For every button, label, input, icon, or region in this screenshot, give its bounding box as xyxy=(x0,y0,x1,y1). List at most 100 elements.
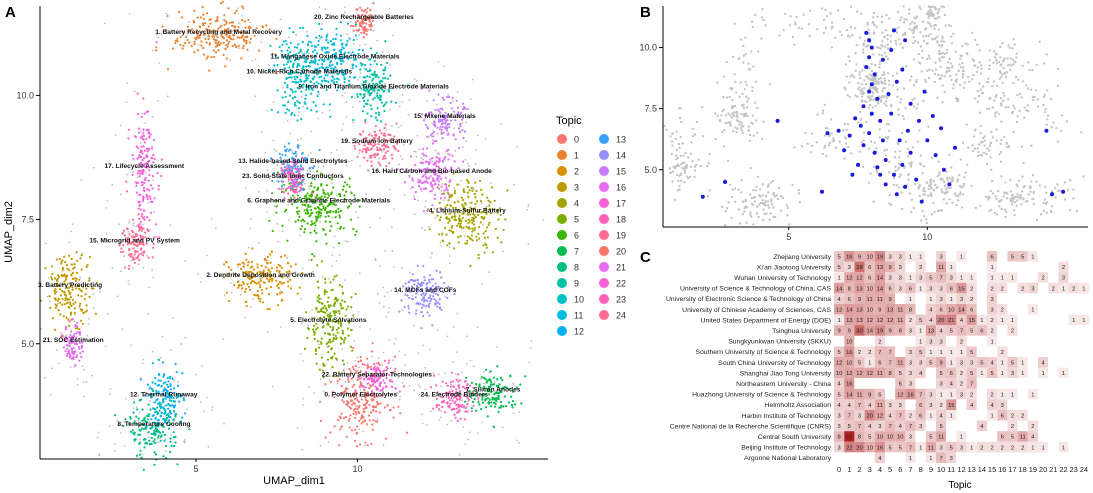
topic-point xyxy=(142,468,145,471)
topic-point xyxy=(332,186,335,189)
topic-point xyxy=(338,284,341,287)
background-point xyxy=(319,216,322,219)
topic-point xyxy=(362,36,366,39)
background-point xyxy=(758,188,762,191)
topic-point xyxy=(333,352,336,355)
topic-point xyxy=(66,267,69,270)
topic-point xyxy=(432,374,436,377)
background-point xyxy=(461,371,463,374)
topic-point xyxy=(493,199,496,202)
topic-point xyxy=(157,188,160,191)
topic-point xyxy=(281,43,284,47)
topic-point xyxy=(68,286,71,289)
topic-point xyxy=(354,371,358,374)
topic-point xyxy=(327,194,330,197)
topic-point xyxy=(354,397,357,400)
topic-point xyxy=(404,282,407,285)
topic-point xyxy=(83,298,86,301)
background-point xyxy=(302,105,304,108)
topic-point xyxy=(132,231,135,234)
topic-point xyxy=(54,298,58,301)
topic-point xyxy=(264,273,267,276)
topic-point xyxy=(354,34,357,37)
background-point xyxy=(97,431,100,434)
topic-point xyxy=(358,205,361,208)
background-point xyxy=(422,158,424,161)
topic-point xyxy=(384,40,387,43)
topic-point xyxy=(362,93,365,96)
topic-point xyxy=(382,157,385,160)
topic-point xyxy=(368,414,371,417)
cluster-label: 8. Temperature Cooling xyxy=(117,421,190,428)
topic-point xyxy=(303,347,306,350)
topic-point xyxy=(433,183,436,186)
topic-point xyxy=(449,195,452,198)
topic-point xyxy=(384,437,388,440)
topic-point xyxy=(361,110,365,113)
background-point xyxy=(207,446,210,448)
topic-point xyxy=(317,22,320,26)
topic-point xyxy=(168,375,172,378)
topic-point xyxy=(393,355,396,358)
topic-point xyxy=(383,109,386,113)
topic-point xyxy=(78,359,81,362)
background-point xyxy=(106,239,109,242)
topic-point xyxy=(241,287,244,290)
topic-point xyxy=(269,277,272,280)
topic-point xyxy=(170,444,173,447)
background-point xyxy=(870,69,874,73)
topic-point xyxy=(380,63,383,66)
topic-point xyxy=(286,167,289,170)
topic-point xyxy=(228,300,231,303)
background-point xyxy=(530,340,533,342)
background-point xyxy=(466,162,469,165)
topic-point xyxy=(288,270,291,273)
topic-point xyxy=(492,376,496,379)
topic-point xyxy=(366,99,369,102)
background-point xyxy=(384,250,387,252)
background-point xyxy=(345,115,348,118)
topic-point xyxy=(283,145,286,148)
topic-point xyxy=(164,387,167,391)
topic-point xyxy=(441,193,444,196)
background-point xyxy=(421,413,423,416)
background-point xyxy=(1013,201,1017,204)
topic-point xyxy=(371,405,374,408)
background-point xyxy=(691,135,695,138)
topic-point xyxy=(329,115,332,118)
background-point xyxy=(475,149,478,152)
background-point xyxy=(745,95,748,98)
background-point xyxy=(363,67,366,70)
topic-point xyxy=(483,236,486,239)
topic-point xyxy=(299,228,302,231)
topic-point xyxy=(376,400,379,403)
topic-point xyxy=(338,193,341,196)
topic-point xyxy=(354,407,357,411)
topic-point xyxy=(149,442,153,446)
topic-point xyxy=(332,333,335,336)
topic-point xyxy=(317,43,320,47)
topic-point xyxy=(356,155,359,158)
topic-point xyxy=(315,36,318,39)
topic-point xyxy=(55,258,58,261)
topic-point xyxy=(70,304,73,307)
topic-point xyxy=(283,104,286,107)
topic-point xyxy=(348,177,351,180)
topic-point xyxy=(366,423,369,426)
topic-point xyxy=(315,306,318,310)
topic-point xyxy=(335,274,338,277)
topic-point xyxy=(173,406,176,409)
umap-points-layer xyxy=(663,5,1085,227)
background-point xyxy=(359,75,361,78)
background-point xyxy=(317,343,320,346)
background-point xyxy=(88,318,90,320)
topic-point xyxy=(352,29,355,32)
topic-point xyxy=(313,165,316,168)
background-point xyxy=(436,132,439,135)
topic-point xyxy=(232,38,235,41)
background-point xyxy=(385,315,388,318)
background-point xyxy=(156,236,159,239)
background-point xyxy=(45,242,47,245)
topic-point xyxy=(127,253,130,256)
topic-point xyxy=(474,216,478,219)
